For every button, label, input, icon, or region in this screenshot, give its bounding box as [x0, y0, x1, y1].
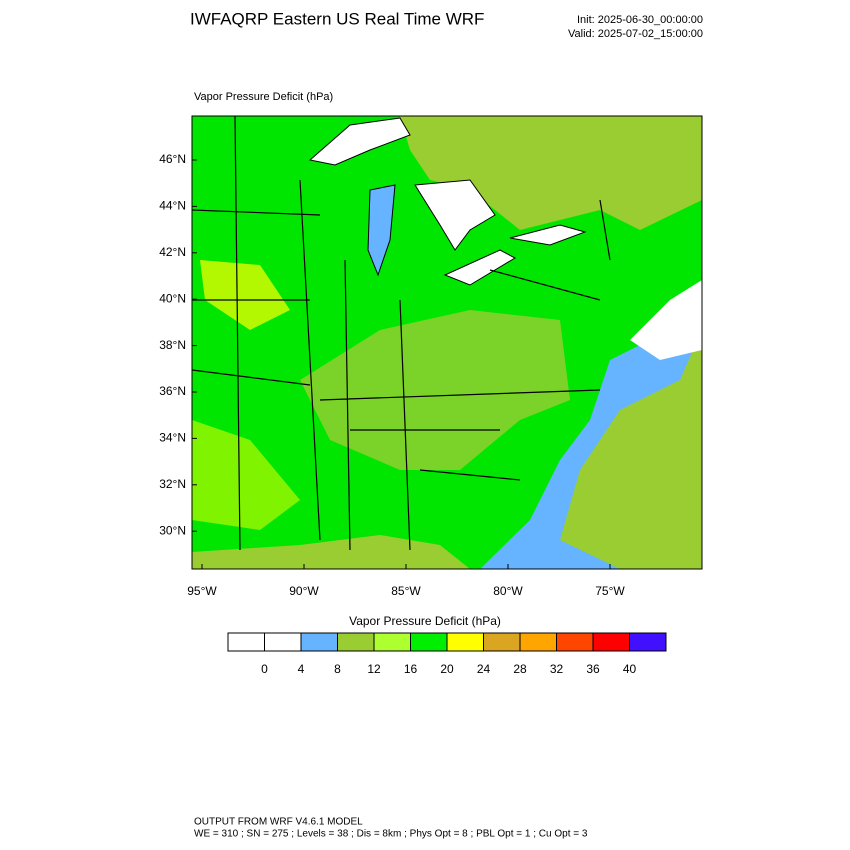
map-subtitle: Vapor Pressure Deficit (hPa): [194, 91, 333, 103]
colorbar-box: [337, 632, 375, 652]
lake-ontario: [509, 224, 587, 246]
lat-label: 46°N: [159, 152, 186, 166]
colorbar-box: [373, 632, 411, 652]
lat-label: 40°N: [159, 291, 186, 305]
lon-label: 85°W: [391, 584, 421, 598]
colorbar-box: [519, 632, 557, 652]
colorbar-label: 8: [334, 662, 341, 676]
lon-label: 75°W: [595, 584, 625, 598]
lat-label: 30°N: [159, 523, 186, 537]
colorbar: 0 4 8 12 16 20 24 28 32 36 40: [227, 632, 667, 676]
dry-area: [200, 260, 290, 330]
colorbar-box: [592, 632, 630, 652]
lat-label: 32°N: [159, 477, 186, 491]
lat-label: 38°N: [159, 338, 186, 352]
lat-label: 44°N: [159, 199, 186, 213]
lake-huron: [414, 179, 496, 251]
title: IWFAQRP Eastern US Real Time WRF: [190, 9, 484, 28]
map: [191, 115, 703, 570]
valid-time: Valid: 2025-07-02_15:00:00: [568, 28, 703, 40]
map-axes: 46°N 44°N 42°N 40°N 38°N 36°N 34°N 32°N 30°N 95°W…: [159, 152, 625, 598]
lon-label: 80°W: [493, 584, 523, 598]
canada-land: [400, 116, 702, 230]
dry-area: [192, 420, 300, 530]
colorbar-label: 12: [367, 662, 381, 676]
colorbar-box: [264, 632, 302, 652]
colorbar-label: 28: [513, 662, 527, 676]
colorbar-title: Vapor Pressure Deficit (hPa): [349, 614, 501, 628]
colorbar-label: 0: [261, 662, 268, 676]
lake-erie: [443, 249, 517, 286]
lat-label: 36°N: [159, 384, 186, 398]
colorbar-label: 16: [404, 662, 418, 676]
footer-line: OUTPUT FROM WRF V4.6.1 MODEL: [194, 817, 363, 828]
gulf: [192, 535, 470, 569]
footer-line: WE = 310 ; SN = 275 ; Levels = 38 ; Dis …: [194, 829, 588, 840]
lat-label: 34°N: [159, 431, 186, 445]
colorbar-box: [483, 632, 521, 652]
ocean-white: [630, 280, 702, 360]
colorbar-label: 40: [623, 662, 637, 676]
colorbar-label: 20: [440, 662, 454, 676]
ocean-zone: [560, 330, 702, 569]
colorbar-box: [556, 632, 594, 652]
state-borders: [192, 116, 611, 551]
init-time: Init: 2025-06-30_00:00:00: [577, 14, 703, 26]
map-frame: [191, 115, 703, 570]
colorbar-label: 32: [550, 662, 564, 676]
lake-michigan: [367, 184, 396, 277]
colorbar-label: 36: [586, 662, 600, 676]
colorbar-box: [446, 632, 484, 652]
lake-superior: [308, 117, 411, 166]
colorbar-box: [300, 632, 338, 652]
lon-label: 95°W: [187, 584, 217, 598]
colorbar-box: [629, 632, 667, 652]
lat-label: 42°N: [159, 245, 186, 259]
colorbar-box: [410, 632, 448, 652]
lon-label: 90°W: [289, 584, 319, 598]
colorbar-box: [227, 632, 265, 652]
colorbar-label: 24: [477, 662, 491, 676]
colorbar-label: 4: [298, 662, 305, 676]
